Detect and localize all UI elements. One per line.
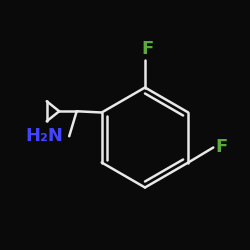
Text: F: F	[142, 40, 154, 58]
Text: H₂N: H₂N	[25, 127, 63, 145]
Text: F: F	[216, 138, 228, 156]
